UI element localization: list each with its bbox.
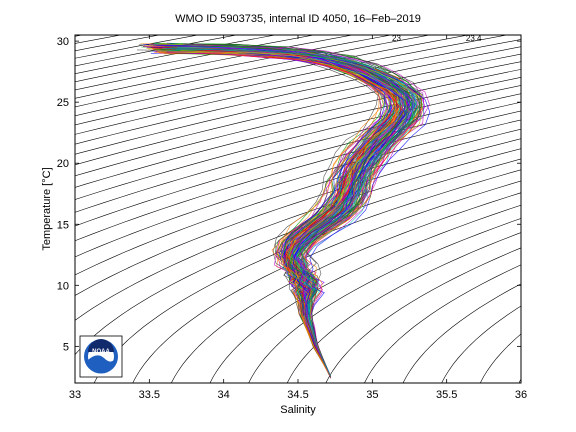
profile-trace (143, 44, 386, 377)
noaa-logo-text: NOAA (92, 349, 110, 355)
y-tick-label: 25 (57, 97, 69, 109)
y-axis-ticks: 5 10 15 20 25 30 (57, 36, 521, 353)
y-tick-label: 5 (63, 341, 69, 353)
x-tick-label: 36 (515, 389, 527, 401)
isopycnal-line (170, 192, 521, 383)
isopycnal-line (75, 110, 521, 242)
isopycnal-line (75, 93, 521, 213)
x-tick-label: 35.5 (436, 389, 457, 401)
isopycnal-labels: 23 23.4 (392, 34, 482, 43)
profile-trace (180, 50, 423, 376)
noaa-logo-sky (88, 339, 114, 352)
x-tick-label: 33.5 (139, 389, 160, 401)
isopycnal-line (75, 61, 521, 166)
y-tick-label: 30 (57, 36, 69, 48)
isopycnal-line (75, 39, 521, 135)
profile-trace (183, 43, 422, 378)
isopycnal-line (93, 169, 521, 383)
isopycnal-line (132, 180, 521, 383)
profile-trace (161, 47, 401, 378)
isopycnal-line (209, 204, 521, 383)
x-tick-label: 34.5 (287, 389, 308, 401)
x-axis-ticks: 33 33.5 34 34.5 35 35.5 36 (69, 35, 527, 401)
isopycnal-line (75, 101, 521, 227)
y-tick-label: 10 (57, 280, 69, 292)
isopycnal-line (75, 138, 521, 296)
profile-trace (167, 52, 412, 377)
profile-trace (155, 50, 398, 378)
y-axis-label: Temperature [°C] (41, 167, 53, 250)
profile-trace (166, 51, 406, 378)
isopycnal-line (75, 35, 354, 91)
x-axis-label: Salinity (280, 404, 316, 416)
isopycnal-line (75, 128, 521, 276)
profile-trace (160, 46, 402, 379)
isopycnal-line (75, 119, 521, 258)
isopycnal-line (325, 247, 521, 383)
isopycnal-line (75, 35, 509, 126)
isopycnal-line (75, 35, 393, 99)
profile-trace (177, 47, 415, 377)
isopycnal-line (286, 232, 521, 383)
profile-trace (144, 45, 380, 378)
chart-title: WMO ID 5903735, internal ID 4050, 16–Feb… (175, 13, 421, 25)
isopycnal-line (248, 218, 521, 383)
isopycnal-line (75, 35, 470, 117)
x-tick-label: 33 (69, 389, 81, 401)
x-tick-label: 35 (366, 389, 378, 401)
isopycnal-line (75, 77, 521, 188)
profile-traces (136, 42, 431, 379)
isopycnal-label: 23.4 (466, 34, 482, 43)
isopycnal-line (75, 35, 432, 108)
isopycnal-line (75, 69, 521, 177)
isopycnal-line (75, 148, 521, 321)
isopycnal-line (75, 46, 521, 145)
profile-trace (154, 51, 396, 378)
x-tick-label: 34 (218, 389, 230, 401)
noaa-logo-wave (88, 355, 114, 373)
profile-trace (171, 47, 413, 377)
y-tick-label: 15 (57, 219, 69, 231)
isopycnal-line (364, 264, 521, 383)
isopycnal-line (441, 305, 521, 383)
profile-trace (189, 51, 431, 377)
noaa-logo: NOAA (79, 335, 123, 378)
profile-trace (160, 45, 409, 377)
profile-trace (185, 45, 423, 379)
y-tick-label: 20 (57, 158, 69, 170)
isopycnal-label: 23 (392, 34, 401, 43)
isopycnal-line (402, 283, 521, 383)
